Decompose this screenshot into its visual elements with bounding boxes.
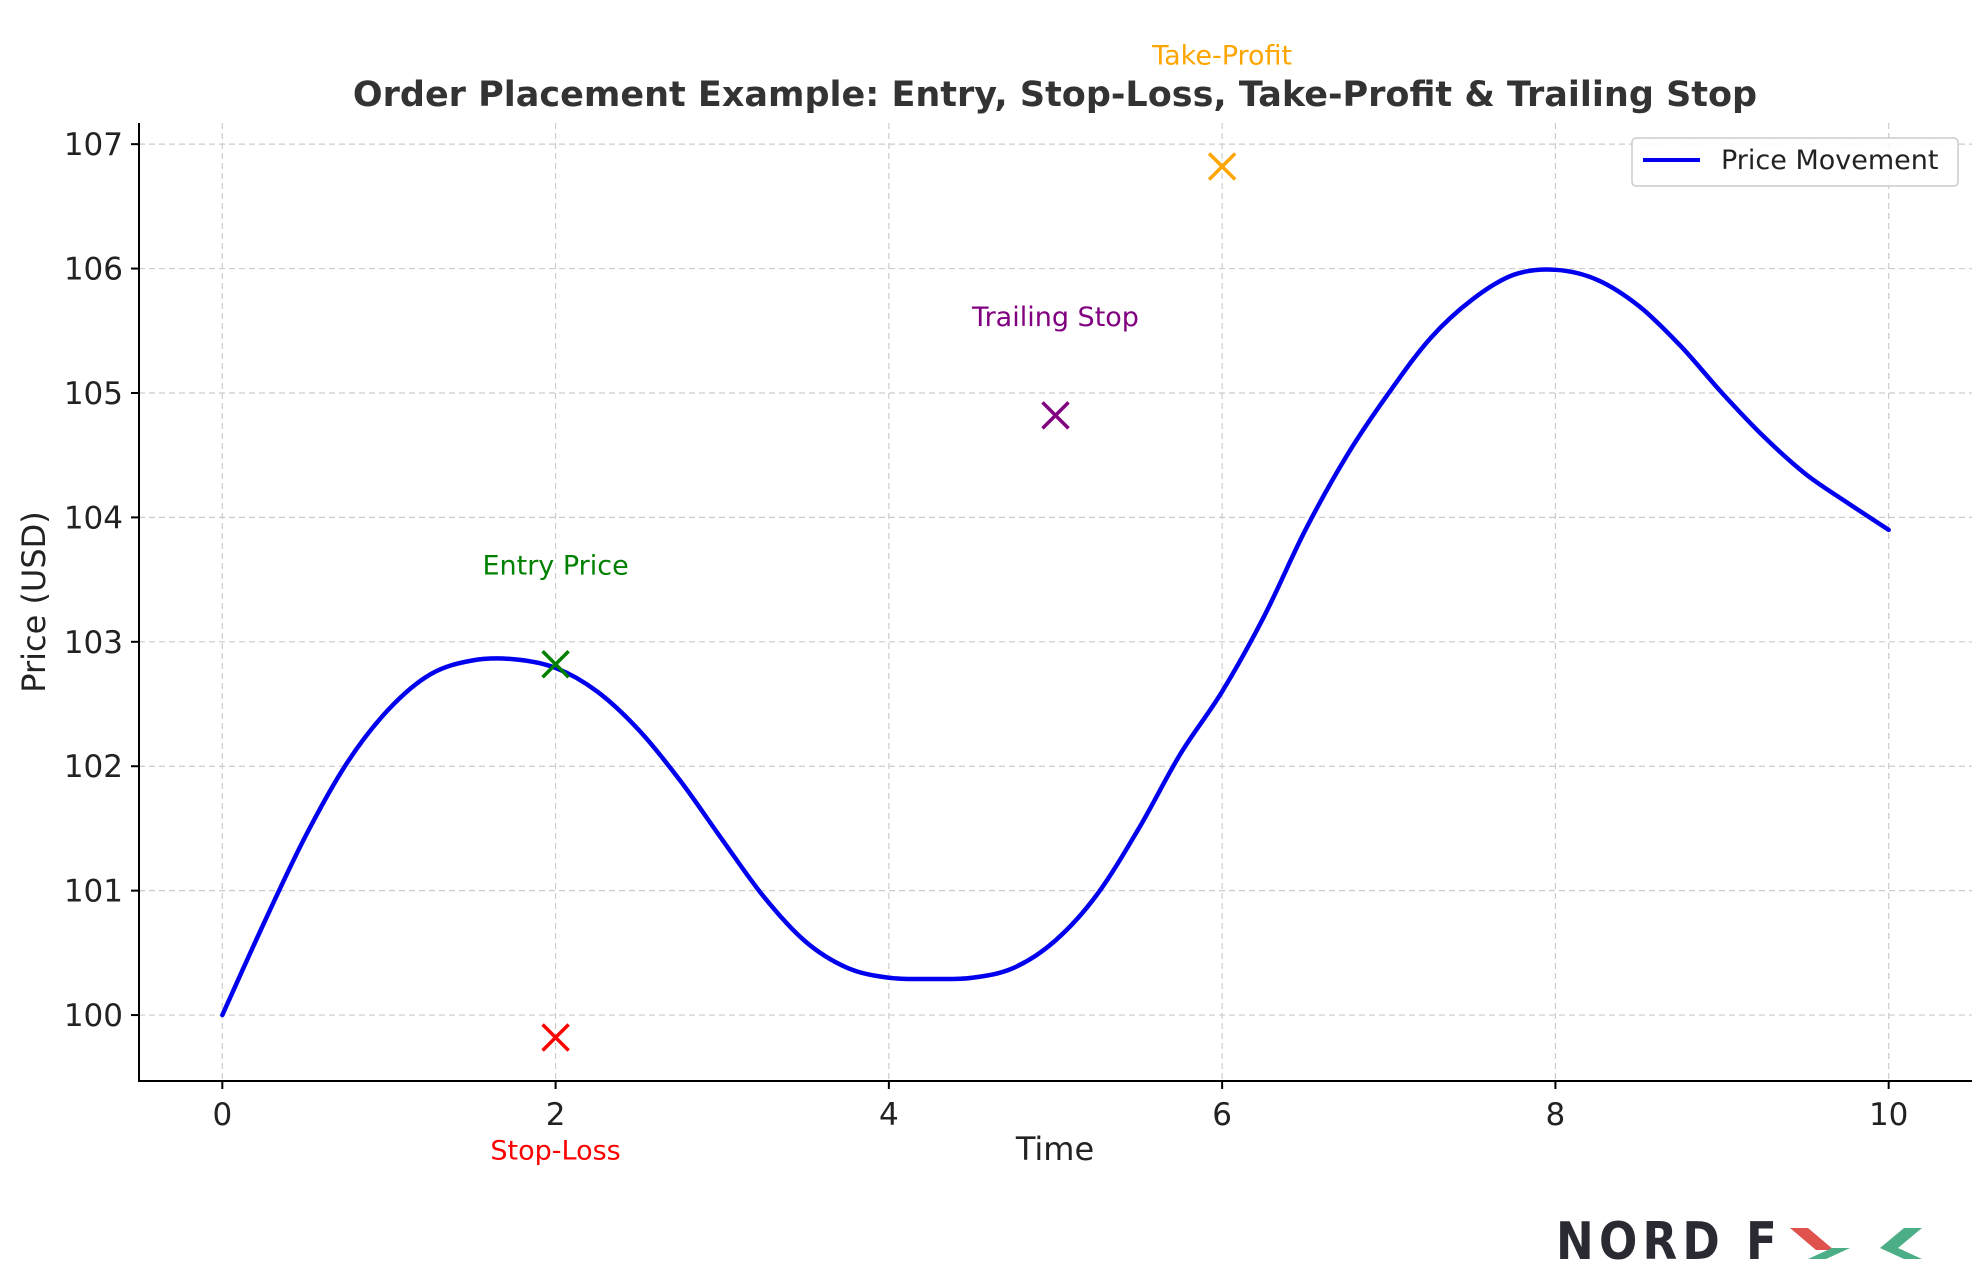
logo-x-green-stroke-top (1880, 1228, 1922, 1248)
markers: Entry Price Stop-Loss Take-Profit Trailing … (482, 41, 1292, 1167)
y-tick-label-101: 101 (64, 874, 123, 910)
y-tick-label-102: 102 (64, 749, 123, 785)
marker-entry-price (541, 649, 570, 679)
marker-stop-loss (541, 1023, 570, 1052)
nordfx-logo: NORD F (1556, 1212, 1922, 1272)
y-tick-label-103: 103 (64, 625, 123, 661)
x-tick-label-6: 6 (1212, 1097, 1232, 1133)
x-tick-label-0: 0 (212, 1097, 232, 1133)
marker-label-entry-price: Entry Price (482, 551, 628, 582)
legend-box (1631, 137, 1959, 187)
logo-x-red-stroke (1790, 1228, 1834, 1250)
y-tick-label-100: 100 (64, 998, 123, 1034)
marker-label-take-profit: Take-Profit (1151, 41, 1292, 72)
y-axis-label: Price (USD) (15, 511, 53, 693)
x-tick-label-8: 8 (1546, 1097, 1566, 1133)
grid (139, 123, 1972, 1081)
marker-take-profit (1207, 152, 1237, 181)
y-tick-label-104: 104 (64, 500, 123, 536)
marker-trailing-stop (1041, 401, 1070, 430)
x-tick-label-2: 2 (546, 1097, 566, 1133)
series-line-price-movement (220, 267, 1891, 1018)
x-axis-label: Time (1015, 1130, 1094, 1168)
x-tick-label-10: 10 (1869, 1097, 1908, 1133)
y-tick-label-106: 106 (64, 252, 123, 288)
legend: Price Movement (1631, 137, 1959, 187)
marker-label-stop-loss: Stop-Loss (490, 1135, 620, 1166)
y-tick-label-107: 107 (64, 127, 123, 163)
logo-x-green-stroke-right (1880, 1248, 1922, 1259)
logo-x-mark (1790, 1228, 1922, 1259)
legend-label-price-movement: Price Movement (1721, 145, 1938, 176)
marker-label-trailing-stop: Trailing Stop (971, 302, 1139, 333)
axes (138, 123, 1972, 1082)
x-tick-label-4: 4 (879, 1097, 899, 1133)
logo-x-green-stroke-bottom (1808, 1248, 1850, 1259)
logo-wordmark: NORD F (1556, 1212, 1782, 1272)
ticks: 0 2 4 6 8 10 100 101 102 103 104 105 106 107 (64, 127, 1909, 1133)
series (220, 267, 1891, 1018)
chart-title: Order Placement Example: Entry, Stop-Los… (353, 75, 1757, 115)
y-tick-label-105: 105 (64, 376, 123, 412)
